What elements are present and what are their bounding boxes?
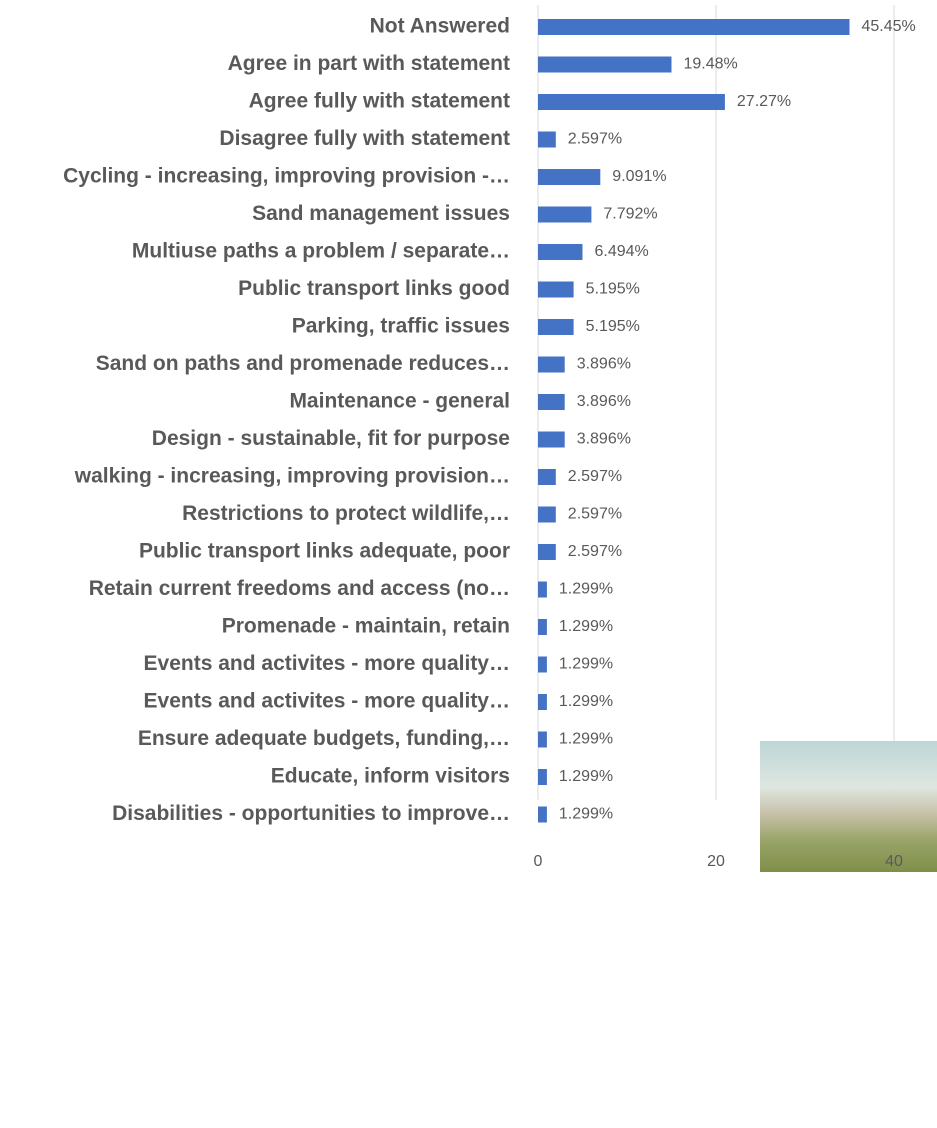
bar	[538, 581, 547, 598]
value-label: 1.299%	[559, 806, 613, 823]
category-label: Educate, inform visitors	[271, 765, 510, 788]
value-label: 1.299%	[559, 693, 613, 710]
category-label: Ensure adequate budgets, funding,…	[138, 727, 510, 750]
category-label: Retain current freedoms and access (no…	[89, 577, 510, 600]
bar	[538, 506, 556, 523]
value-label: 1.299%	[559, 768, 613, 785]
value-label: 1.299%	[559, 581, 613, 598]
bar	[538, 94, 725, 110]
bar	[538, 694, 547, 710]
category-label: Not Answered	[370, 15, 510, 38]
value-label: 5.195%	[586, 281, 640, 298]
category-label: Design - sustainable, fit for purpose	[152, 427, 510, 450]
bar	[538, 769, 547, 785]
category-label: Sand on paths and promenade reduces…	[96, 352, 510, 375]
value-label: 6.494%	[595, 243, 649, 260]
bar	[538, 319, 574, 335]
value-label: 19.48%	[684, 56, 738, 73]
value-label: 1.299%	[559, 731, 613, 748]
bar	[538, 544, 556, 560]
value-label: 3.896%	[577, 356, 631, 373]
bar	[538, 19, 850, 35]
category-label: Events and activites - more quality…	[144, 690, 510, 713]
x-tick-label: 20	[707, 853, 725, 870]
value-label: 2.597%	[568, 468, 622, 485]
value-label: 1.299%	[559, 656, 613, 673]
x-tick-label: 40	[885, 853, 903, 870]
category-label: walking - increasing, improving provisio…	[74, 465, 510, 488]
category-label: Public transport links good	[238, 277, 510, 300]
value-label: 2.597%	[568, 131, 622, 148]
bar	[538, 469, 556, 485]
bar	[538, 731, 547, 748]
bar	[538, 131, 556, 148]
category-label: Sand management issues	[252, 202, 510, 225]
category-label: Maintenance - general	[289, 390, 510, 413]
category-label: Multiuse paths a problem / separate…	[132, 240, 510, 263]
category-label: Restrictions to protect wildlife,…	[182, 502, 510, 525]
photo-thumbnail	[760, 741, 937, 872]
bar	[538, 281, 574, 298]
value-label: 7.792%	[603, 206, 657, 223]
bar	[538, 806, 547, 823]
bar	[538, 56, 672, 73]
value-label: 2.597%	[568, 506, 622, 523]
bar	[538, 169, 601, 185]
bar	[538, 431, 565, 448]
category-label: Public transport links adequate, poor	[139, 540, 510, 563]
bar	[538, 656, 547, 673]
category-label: Agree in part with statement	[228, 52, 510, 75]
value-label: 45.45%	[862, 18, 916, 35]
value-label: 27.27%	[737, 93, 791, 110]
value-label: 1.299%	[559, 618, 613, 635]
category-label: Agree fully with statement	[249, 90, 510, 113]
bar	[538, 394, 565, 410]
category-label: Events and activites - more quality…	[144, 652, 510, 675]
category-label: Parking, traffic issues	[292, 315, 510, 338]
plot: 0 20 40 Not Answered 45.45% Agree in part wit…	[63, 15, 916, 871]
value-label: 5.195%	[586, 318, 640, 335]
bar	[538, 244, 583, 260]
value-label: 9.091%	[612, 168, 666, 185]
category-label: Disabilities - opportunities to improve…	[112, 802, 510, 825]
bar	[538, 619, 547, 635]
bar	[538, 206, 592, 223]
category-label: Promenade - maintain, retain	[222, 615, 510, 638]
value-label: 3.896%	[577, 393, 631, 410]
category-label: Disagree fully with statement	[219, 127, 510, 150]
bar	[538, 356, 565, 373]
value-label: 3.896%	[577, 431, 631, 448]
value-label: 2.597%	[568, 543, 622, 560]
x-tick-label: 0	[534, 853, 543, 870]
category-label: Cycling - increasing, improving provisio…	[63, 165, 510, 188]
